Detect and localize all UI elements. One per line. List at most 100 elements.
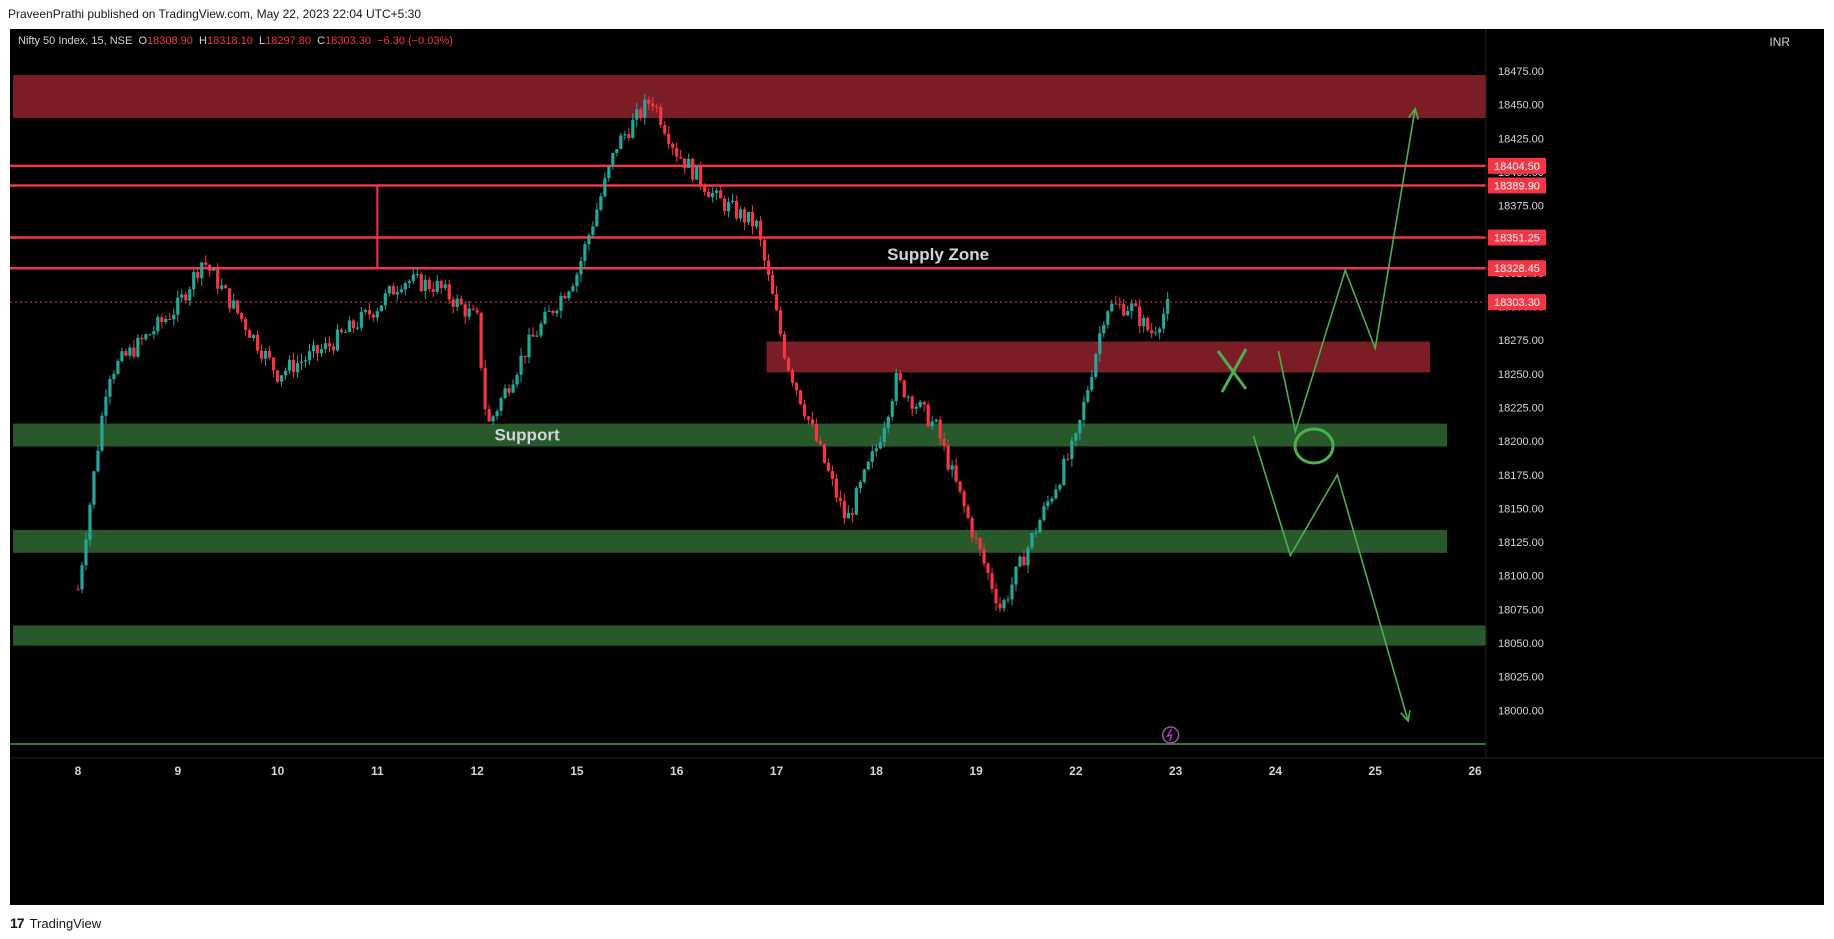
candle-body bbox=[283, 370, 288, 376]
candle-body bbox=[204, 262, 208, 265]
candle-body bbox=[651, 103, 655, 107]
price-tick-label: 18000.00 bbox=[1498, 705, 1544, 717]
candle-body bbox=[1126, 311, 1130, 316]
price-tick-label: 18475.00 bbox=[1498, 66, 1544, 78]
candle-body bbox=[359, 311, 363, 328]
currency-label[interactable]: INR bbox=[1769, 35, 1790, 49]
candle-body bbox=[922, 401, 926, 405]
candle-body bbox=[1054, 489, 1058, 499]
candle-body bbox=[511, 384, 515, 393]
symbol-name[interactable]: Nifty 50 Index, 15, NSE bbox=[18, 35, 133, 47]
candle-body bbox=[220, 285, 224, 289]
candle-body bbox=[503, 388, 507, 399]
candle-body bbox=[244, 319, 248, 331]
time-tick-label: 11 bbox=[371, 764, 384, 778]
candle-body bbox=[1090, 376, 1094, 391]
price-tick-label: 18200.00 bbox=[1498, 436, 1544, 448]
candle-body bbox=[1030, 532, 1034, 548]
candle-body bbox=[599, 196, 603, 210]
price-tick-label: 18225.00 bbox=[1498, 402, 1544, 414]
candle-body bbox=[164, 318, 168, 322]
price-tick-label: 18425.00 bbox=[1498, 133, 1544, 145]
price-tick-label: 18175.00 bbox=[1498, 470, 1544, 482]
candle-body bbox=[208, 264, 212, 271]
candle-body bbox=[535, 335, 539, 337]
price-label-text: 18303.30 bbox=[1494, 297, 1540, 309]
candle-body bbox=[192, 271, 196, 290]
annotation-label: Supply Zone bbox=[887, 245, 989, 264]
annotation-label: Support bbox=[494, 425, 559, 444]
candle-body bbox=[934, 419, 938, 422]
candle-body bbox=[1034, 532, 1038, 534]
candle-body bbox=[591, 226, 595, 236]
candle-body bbox=[858, 481, 862, 489]
candle-body bbox=[954, 465, 958, 482]
candle-body bbox=[447, 284, 451, 300]
candle-body bbox=[311, 345, 316, 352]
candle-body bbox=[1110, 303, 1114, 312]
candle-body bbox=[399, 289, 403, 293]
candle-body bbox=[898, 372, 902, 381]
candle-body bbox=[730, 200, 735, 203]
time-tick-label: 22 bbox=[1069, 764, 1083, 778]
candle-body bbox=[1162, 313, 1166, 329]
candle-body bbox=[615, 149, 619, 153]
candlestick-chart[interactable]: Supply Zone Support 18475.00 18450.00 18425.… bbox=[10, 29, 1824, 905]
candle-body bbox=[719, 190, 723, 199]
supply-zone-0 bbox=[13, 75, 1487, 119]
time-tick-label: 24 bbox=[1269, 764, 1283, 778]
candle-body bbox=[176, 297, 180, 315]
candle-body bbox=[1138, 306, 1142, 327]
candle-body bbox=[279, 375, 284, 382]
candle-body bbox=[224, 285, 228, 289]
candle-body bbox=[639, 109, 643, 118]
candle-body bbox=[299, 361, 304, 364]
candle-body bbox=[351, 320, 356, 328]
candle-body bbox=[587, 235, 591, 245]
candle-body bbox=[291, 359, 296, 373]
candle-body bbox=[842, 500, 846, 519]
open-value: 18308.90 bbox=[147, 35, 193, 47]
candle-body bbox=[240, 312, 244, 320]
candle-body bbox=[343, 331, 348, 333]
candle-body bbox=[998, 603, 1002, 609]
candle-body bbox=[758, 220, 763, 240]
candle-body bbox=[260, 350, 264, 359]
candle-body bbox=[431, 289, 435, 292]
candle-body bbox=[200, 262, 204, 279]
candle-body bbox=[475, 309, 479, 313]
candle-body bbox=[148, 334, 152, 336]
candle-body bbox=[826, 462, 830, 471]
candle-body bbox=[228, 288, 232, 309]
candle-body bbox=[962, 491, 966, 507]
bullish-arrowhead bbox=[1408, 106, 1419, 120]
candle-body bbox=[331, 346, 336, 351]
candle-body bbox=[1018, 556, 1022, 567]
candle-body bbox=[252, 334, 256, 338]
footer: 17 TradingView bbox=[0, 905, 1834, 939]
candle-body bbox=[315, 345, 320, 354]
candle-body bbox=[263, 351, 268, 359]
candle-body bbox=[172, 314, 176, 320]
candle-body bbox=[168, 318, 172, 320]
candle-body bbox=[216, 268, 220, 289]
candle-body bbox=[822, 444, 826, 463]
candle-body bbox=[870, 451, 874, 462]
candle-body bbox=[774, 294, 779, 311]
candle-body bbox=[910, 396, 914, 409]
candle-body bbox=[88, 504, 92, 540]
candle-body bbox=[715, 190, 719, 193]
chart-pane[interactable]: Supply Zone Support 18475.00 18450.00 18425.… bbox=[10, 29, 1824, 905]
tradingview-logo[interactable]: 17 TradingView bbox=[10, 915, 101, 931]
lightning-icon bbox=[1161, 726, 1180, 744]
candle-body bbox=[335, 329, 340, 351]
candle-body bbox=[363, 309, 367, 312]
time-tick-label: 17 bbox=[770, 764, 784, 778]
ohlc-legend: Nifty 50 Index, 15, NSE O18308.90 H18318… bbox=[18, 35, 453, 47]
candle-body bbox=[711, 192, 715, 198]
candle-body bbox=[794, 382, 799, 391]
candle-body bbox=[790, 370, 795, 383]
candle-body bbox=[723, 198, 727, 212]
candle-body bbox=[890, 401, 894, 417]
candle-body bbox=[1062, 458, 1066, 486]
